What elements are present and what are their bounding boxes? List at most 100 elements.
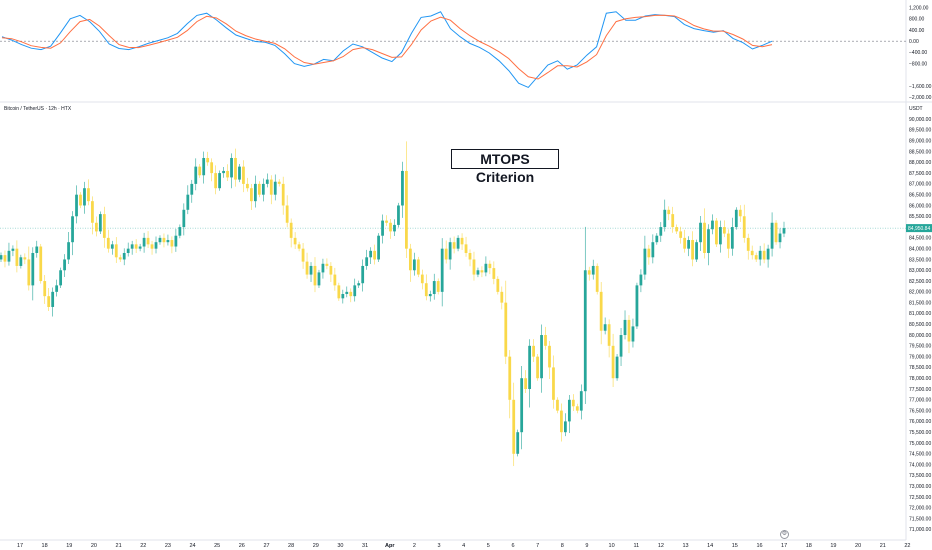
candle[interactable] <box>313 257 317 293</box>
candle[interactable] <box>520 365 524 450</box>
candle[interactable] <box>579 384 583 420</box>
candle[interactable] <box>39 243 43 284</box>
candle[interactable] <box>182 203 186 236</box>
candle[interactable] <box>703 208 706 259</box>
candle[interactable] <box>110 240 114 255</box>
candle[interactable] <box>257 181 261 198</box>
candle[interactable] <box>643 235 647 280</box>
candle[interactable] <box>19 254 23 269</box>
candle[interactable] <box>405 141 408 258</box>
candle[interactable] <box>146 231 150 248</box>
candle[interactable] <box>603 317 607 335</box>
candle[interactable] <box>385 215 388 227</box>
candle[interactable] <box>325 258 329 270</box>
candle[interactable] <box>758 245 762 266</box>
candle[interactable] <box>595 263 599 295</box>
candle[interactable] <box>659 222 663 242</box>
candle[interactable] <box>234 148 237 187</box>
symbol-title[interactable]: Bitcoin / TetherUS · 12h · HTX <box>4 106 72 112</box>
candle[interactable] <box>67 232 70 264</box>
candle[interactable] <box>420 269 424 290</box>
candle[interactable] <box>353 278 357 302</box>
candle[interactable] <box>154 236 158 254</box>
candle[interactable] <box>178 224 182 239</box>
candle[interactable] <box>87 179 90 206</box>
candle[interactable] <box>746 233 750 260</box>
candle[interactable] <box>663 199 667 232</box>
candle[interactable] <box>242 160 245 193</box>
candle[interactable] <box>778 228 782 249</box>
candle[interactable] <box>476 267 480 278</box>
candle[interactable] <box>3 250 7 268</box>
candle[interactable] <box>246 177 249 192</box>
candle[interactable] <box>365 249 369 270</box>
candle[interactable] <box>587 266 591 281</box>
candle[interactable] <box>516 429 520 457</box>
candle[interactable] <box>373 244 376 265</box>
candle[interactable] <box>345 286 349 298</box>
candle[interactable] <box>408 243 412 282</box>
candle[interactable] <box>222 166 225 178</box>
candle[interactable] <box>540 324 543 393</box>
candle[interactable] <box>631 318 635 348</box>
candle[interactable] <box>333 267 337 291</box>
candle[interactable] <box>210 158 214 182</box>
candle[interactable] <box>55 279 59 297</box>
candle[interactable] <box>754 252 758 263</box>
candle[interactable] <box>774 220 778 245</box>
candle[interactable] <box>428 290 432 302</box>
candle[interactable] <box>174 228 178 252</box>
candle[interactable] <box>381 214 384 244</box>
candle[interactable] <box>583 226 587 404</box>
candle[interactable] <box>130 240 134 255</box>
candle[interactable] <box>440 238 444 307</box>
candle[interactable] <box>770 212 774 257</box>
candle[interactable] <box>424 274 428 301</box>
candle[interactable] <box>91 196 94 235</box>
candle[interactable] <box>722 220 726 238</box>
candle[interactable] <box>206 151 210 166</box>
candle[interactable] <box>321 258 325 279</box>
candle[interactable] <box>556 397 559 414</box>
candle[interactable] <box>416 256 420 278</box>
candle[interactable] <box>253 175 257 208</box>
candle[interactable] <box>528 339 532 408</box>
candle[interactable] <box>357 280 361 288</box>
candle[interactable] <box>782 221 786 238</box>
candle[interactable] <box>317 269 321 288</box>
candle[interactable] <box>544 326 547 350</box>
candle[interactable] <box>683 229 687 253</box>
candle[interactable] <box>250 184 253 210</box>
oscillator-price-axis[interactable]: 1,200.00 800.00 400.00 0.00 −400.00 −800.00 −1… <box>909 5 932 101</box>
candle[interactable] <box>297 241 301 252</box>
candle[interactable] <box>214 165 218 195</box>
candle[interactable] <box>695 239 698 263</box>
candle[interactable] <box>0 252 3 263</box>
candle[interactable] <box>23 253 27 265</box>
candle[interactable] <box>655 233 659 245</box>
candle[interactable] <box>238 164 241 183</box>
candle[interactable] <box>106 229 110 253</box>
candle[interactable] <box>15 240 19 273</box>
candle[interactable] <box>651 234 655 264</box>
gear-icon[interactable]: ⚙ <box>780 530 789 539</box>
candle[interactable] <box>75 185 78 224</box>
candle[interactable] <box>468 249 472 267</box>
candle[interactable] <box>11 245 15 257</box>
candle[interactable] <box>452 236 456 254</box>
candle[interactable] <box>611 333 615 388</box>
candle[interactable] <box>261 178 265 202</box>
candle[interactable] <box>496 276 500 295</box>
candle[interactable] <box>619 327 623 366</box>
candle[interactable] <box>699 216 702 251</box>
candle[interactable] <box>591 259 595 280</box>
candle[interactable] <box>730 217 734 256</box>
candle[interactable] <box>639 269 643 293</box>
candle[interactable] <box>671 206 675 233</box>
candle[interactable] <box>337 282 341 301</box>
candle[interactable] <box>35 240 39 258</box>
candle[interactable] <box>265 173 269 188</box>
candle[interactable] <box>277 179 281 187</box>
candle[interactable] <box>432 273 436 300</box>
candle[interactable] <box>719 220 722 253</box>
